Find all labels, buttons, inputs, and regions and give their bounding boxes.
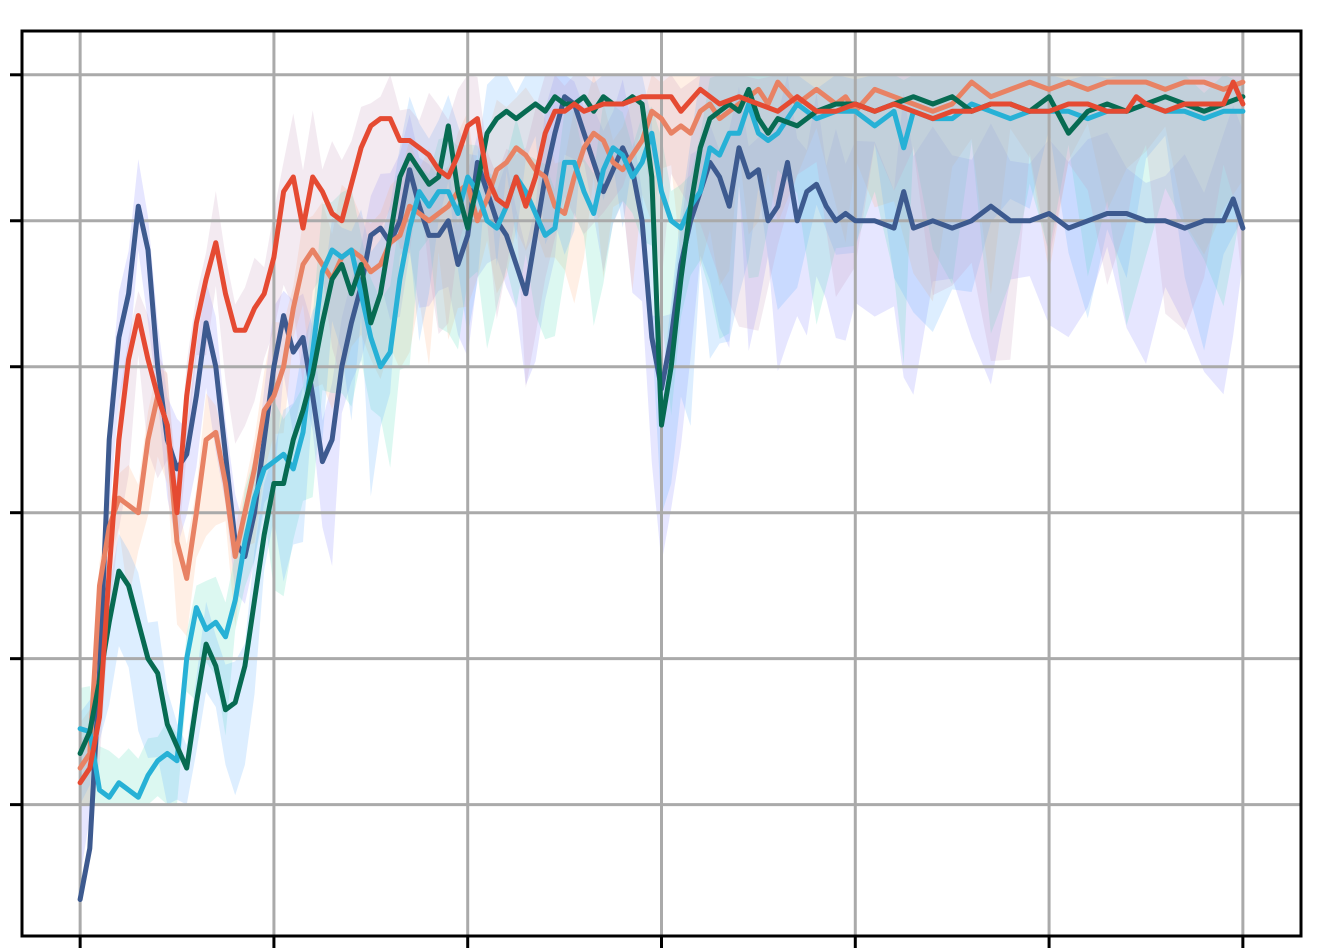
variance-band (80, 74, 1243, 805)
axis-ticks (10, 73, 1245, 948)
series-line (77, 79, 1246, 786)
variance-band (80, 74, 1243, 805)
series-lines (77, 79, 1246, 902)
series-line (77, 86, 1246, 771)
series-line (77, 79, 1246, 771)
variance-band (80, 74, 1243, 805)
